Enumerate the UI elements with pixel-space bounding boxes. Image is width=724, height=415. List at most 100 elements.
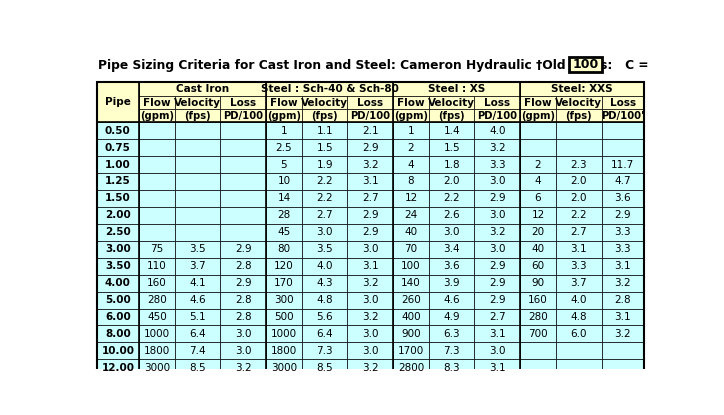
Text: 3.2: 3.2 (362, 278, 379, 288)
Bar (429, 359, 474, 376)
Bar (302, 224, 348, 241)
Bar (520, 241, 556, 258)
Bar (175, 156, 221, 173)
Bar (393, 308, 429, 325)
Text: 100: 100 (573, 59, 599, 71)
Text: 7.3: 7.3 (316, 346, 333, 356)
Bar (393, 82, 520, 96)
Bar (556, 224, 602, 241)
Text: 3.0: 3.0 (235, 346, 251, 356)
Bar (520, 190, 556, 207)
Text: 2.00: 2.00 (105, 210, 131, 220)
Text: PD/100: PD/100 (350, 111, 390, 121)
Text: 4.6: 4.6 (443, 295, 460, 305)
Bar (556, 342, 602, 359)
Text: 3.2: 3.2 (362, 312, 379, 322)
Bar (221, 275, 266, 292)
Text: 4.1: 4.1 (190, 278, 206, 288)
Text: 2.9: 2.9 (489, 295, 505, 305)
Bar (602, 156, 644, 173)
Bar (393, 292, 429, 308)
Bar (393, 241, 429, 258)
Text: 3.3: 3.3 (615, 227, 631, 237)
Text: 4: 4 (535, 176, 542, 186)
Bar (97, 258, 139, 275)
Bar (393, 275, 429, 292)
Bar (266, 342, 302, 359)
Text: 2.8: 2.8 (235, 261, 251, 271)
Bar (556, 109, 602, 122)
Text: 4.0: 4.0 (571, 295, 587, 305)
Text: 3.5: 3.5 (190, 244, 206, 254)
Text: 1.1: 1.1 (316, 126, 333, 136)
Text: 2.9: 2.9 (362, 143, 379, 153)
Text: 8.5: 8.5 (190, 363, 206, 373)
Text: 2.7: 2.7 (571, 227, 587, 237)
Text: 1.50: 1.50 (105, 193, 131, 203)
Text: 1: 1 (408, 126, 414, 136)
Bar (520, 96, 556, 109)
Bar (175, 139, 221, 156)
Bar (139, 96, 175, 109)
Bar (221, 342, 266, 359)
Text: 2.0: 2.0 (571, 193, 587, 203)
Text: 3.2: 3.2 (489, 143, 505, 153)
Text: 12: 12 (405, 193, 418, 203)
Text: 1800: 1800 (144, 346, 170, 356)
Text: 0.50: 0.50 (105, 126, 131, 136)
Bar (429, 292, 474, 308)
Text: 1.5: 1.5 (443, 143, 460, 153)
Bar (474, 224, 520, 241)
Text: 8.3: 8.3 (443, 363, 460, 373)
Text: 20: 20 (531, 227, 544, 237)
Text: 8.00: 8.00 (105, 329, 131, 339)
Bar (556, 122, 602, 139)
Text: 3000: 3000 (271, 363, 297, 373)
Text: 260: 260 (401, 295, 421, 305)
Text: 2.0: 2.0 (443, 176, 460, 186)
Text: 3.1: 3.1 (571, 244, 587, 254)
Bar (348, 292, 393, 308)
Text: 1.00: 1.00 (105, 159, 131, 170)
Bar (520, 224, 556, 241)
Bar (266, 308, 302, 325)
Text: 3.0: 3.0 (362, 346, 379, 356)
Text: 120: 120 (274, 261, 294, 271)
Bar (175, 122, 221, 139)
Bar (556, 156, 602, 173)
Text: 3.0: 3.0 (362, 244, 379, 254)
Bar (348, 190, 393, 207)
Bar (97, 207, 139, 224)
Bar (139, 207, 175, 224)
Bar (602, 325, 644, 342)
Bar (266, 359, 302, 376)
Bar (520, 292, 556, 308)
Bar (520, 173, 556, 190)
Text: 4.3: 4.3 (316, 278, 333, 288)
Text: 2.1: 2.1 (362, 126, 379, 136)
Text: 3.7: 3.7 (571, 278, 587, 288)
Text: 24: 24 (405, 210, 418, 220)
Text: 3.3: 3.3 (489, 159, 505, 170)
Text: 1000: 1000 (144, 329, 170, 339)
Text: 1.9: 1.9 (316, 159, 333, 170)
Bar (266, 109, 302, 122)
Bar (429, 139, 474, 156)
Bar (602, 224, 644, 241)
Bar (266, 258, 302, 275)
Text: 3.0: 3.0 (235, 329, 251, 339)
Text: Loss: Loss (230, 98, 256, 107)
Bar (520, 109, 556, 122)
Text: 3.0: 3.0 (489, 210, 505, 220)
Text: 450: 450 (147, 312, 167, 322)
Text: Steel: XXS: Steel: XXS (551, 84, 613, 94)
Text: (gpm): (gpm) (521, 111, 555, 121)
Bar (602, 109, 644, 122)
Bar (175, 308, 221, 325)
Bar (393, 109, 429, 122)
Bar (429, 325, 474, 342)
Bar (393, 139, 429, 156)
Text: 6.0: 6.0 (571, 329, 587, 339)
Bar (474, 156, 520, 173)
Bar (393, 173, 429, 190)
